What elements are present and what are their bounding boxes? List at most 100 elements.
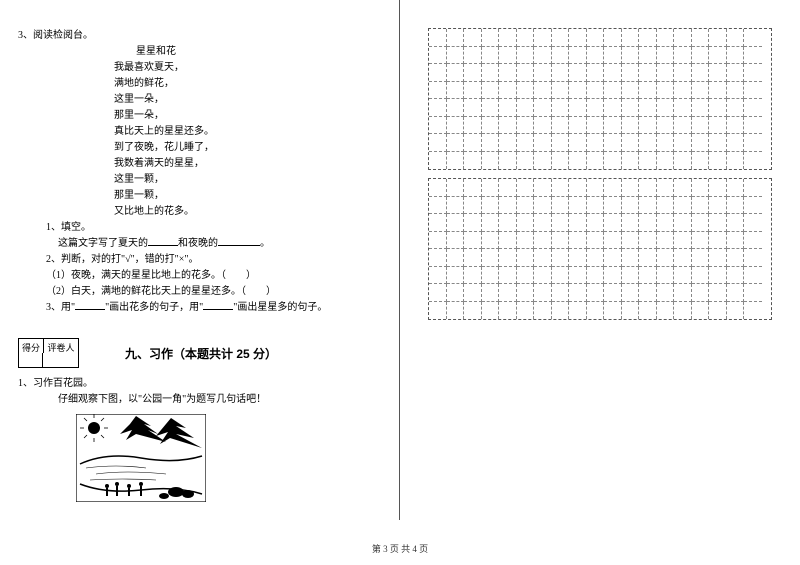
writing-cell[interactable] [587, 197, 605, 215]
writing-cell[interactable] [517, 47, 535, 65]
writing-cell[interactable] [552, 214, 570, 232]
fill-blank[interactable] [203, 300, 233, 310]
writing-cell[interactable] [534, 214, 552, 232]
writing-cell[interactable] [657, 82, 675, 100]
writing-cell[interactable] [692, 214, 710, 232]
writing-cell[interactable] [517, 302, 535, 320]
writing-cell[interactable] [429, 47, 447, 65]
writing-cell[interactable] [587, 99, 605, 117]
writing-cell[interactable] [744, 232, 762, 250]
writing-cell[interactable] [587, 302, 605, 320]
writing-cell[interactable] [587, 29, 605, 47]
writing-cell[interactable] [639, 29, 657, 47]
writing-cell[interactable] [569, 82, 587, 100]
writing-cell[interactable] [499, 134, 517, 152]
writing-cell[interactable] [674, 47, 692, 65]
writing-cell[interactable] [517, 64, 535, 82]
writing-cell[interactable] [727, 214, 745, 232]
writing-cell[interactable] [657, 99, 675, 117]
writing-cell[interactable] [587, 134, 605, 152]
writing-cell[interactable] [499, 284, 517, 302]
writing-cell[interactable] [534, 117, 552, 135]
writing-cell[interactable] [692, 197, 710, 215]
writing-cell[interactable] [709, 214, 727, 232]
writing-cell[interactable] [534, 99, 552, 117]
writing-cell[interactable] [622, 232, 640, 250]
writing-cell[interactable] [744, 152, 762, 170]
writing-cell[interactable] [499, 29, 517, 47]
writing-cell[interactable] [534, 179, 552, 197]
writing-cell[interactable] [657, 64, 675, 82]
writing-cell[interactable] [534, 197, 552, 215]
writing-cell[interactable] [499, 232, 517, 250]
writing-cell[interactable] [517, 117, 535, 135]
writing-cell[interactable] [587, 47, 605, 65]
writing-cell[interactable] [464, 117, 482, 135]
writing-cell[interactable] [622, 267, 640, 285]
writing-cell[interactable] [552, 64, 570, 82]
writing-cell[interactable] [499, 99, 517, 117]
writing-cell[interactable] [482, 99, 500, 117]
writing-cell[interactable] [744, 134, 762, 152]
writing-cell[interactable] [517, 284, 535, 302]
writing-cell[interactable] [622, 249, 640, 267]
writing-cell[interactable] [692, 99, 710, 117]
fill-blank[interactable] [75, 300, 105, 310]
writing-cell[interactable] [464, 47, 482, 65]
writing-cell[interactable] [709, 152, 727, 170]
score-value-cell[interactable] [19, 353, 43, 367]
writing-cell[interactable] [709, 179, 727, 197]
writing-cell[interactable] [674, 134, 692, 152]
writing-cell[interactable] [709, 267, 727, 285]
writing-grid-2[interactable] [428, 178, 772, 320]
writing-cell[interactable] [604, 99, 622, 117]
writing-cell[interactable] [657, 29, 675, 47]
writing-cell[interactable] [639, 64, 657, 82]
writing-cell[interactable] [569, 64, 587, 82]
writing-cell[interactable] [429, 214, 447, 232]
writing-cell[interactable] [464, 197, 482, 215]
writing-cell[interactable] [622, 197, 640, 215]
writing-cell[interactable] [727, 117, 745, 135]
writing-cell[interactable] [692, 82, 710, 100]
writing-cell[interactable] [499, 152, 517, 170]
writing-cell[interactable] [657, 134, 675, 152]
writing-cell[interactable] [709, 47, 727, 65]
writing-cell[interactable] [709, 99, 727, 117]
writing-cell[interactable] [569, 284, 587, 302]
writing-cell[interactable] [534, 232, 552, 250]
writing-cell[interactable] [657, 249, 675, 267]
writing-cell[interactable] [534, 64, 552, 82]
writing-cell[interactable] [429, 152, 447, 170]
writing-cell[interactable] [429, 99, 447, 117]
writing-cell[interactable] [552, 197, 570, 215]
writing-cell[interactable] [744, 64, 762, 82]
writing-cell[interactable] [447, 179, 465, 197]
writing-cell[interactable] [622, 284, 640, 302]
writing-cell[interactable] [499, 82, 517, 100]
writing-cell[interactable] [464, 302, 482, 320]
writing-cell[interactable] [657, 284, 675, 302]
writing-cell[interactable] [657, 179, 675, 197]
writing-cell[interactable] [552, 249, 570, 267]
writing-cell[interactable] [552, 284, 570, 302]
writing-cell[interactable] [429, 29, 447, 47]
writing-cell[interactable] [534, 267, 552, 285]
writing-cell[interactable] [499, 117, 517, 135]
writing-cell[interactable] [569, 232, 587, 250]
writing-cell[interactable] [517, 99, 535, 117]
writing-cell[interactable] [552, 82, 570, 100]
writing-cell[interactable] [569, 99, 587, 117]
writing-cell[interactable] [727, 152, 745, 170]
writing-cell[interactable] [552, 99, 570, 117]
writing-cell[interactable] [499, 47, 517, 65]
writing-cell[interactable] [482, 214, 500, 232]
writing-cell[interactable] [447, 47, 465, 65]
writing-cell[interactable] [464, 249, 482, 267]
writing-cell[interactable] [622, 99, 640, 117]
writing-cell[interactable] [744, 197, 762, 215]
writing-cell[interactable] [447, 249, 465, 267]
writing-cell[interactable] [587, 179, 605, 197]
writing-cell[interactable] [517, 179, 535, 197]
grader-cell[interactable] [43, 353, 77, 367]
